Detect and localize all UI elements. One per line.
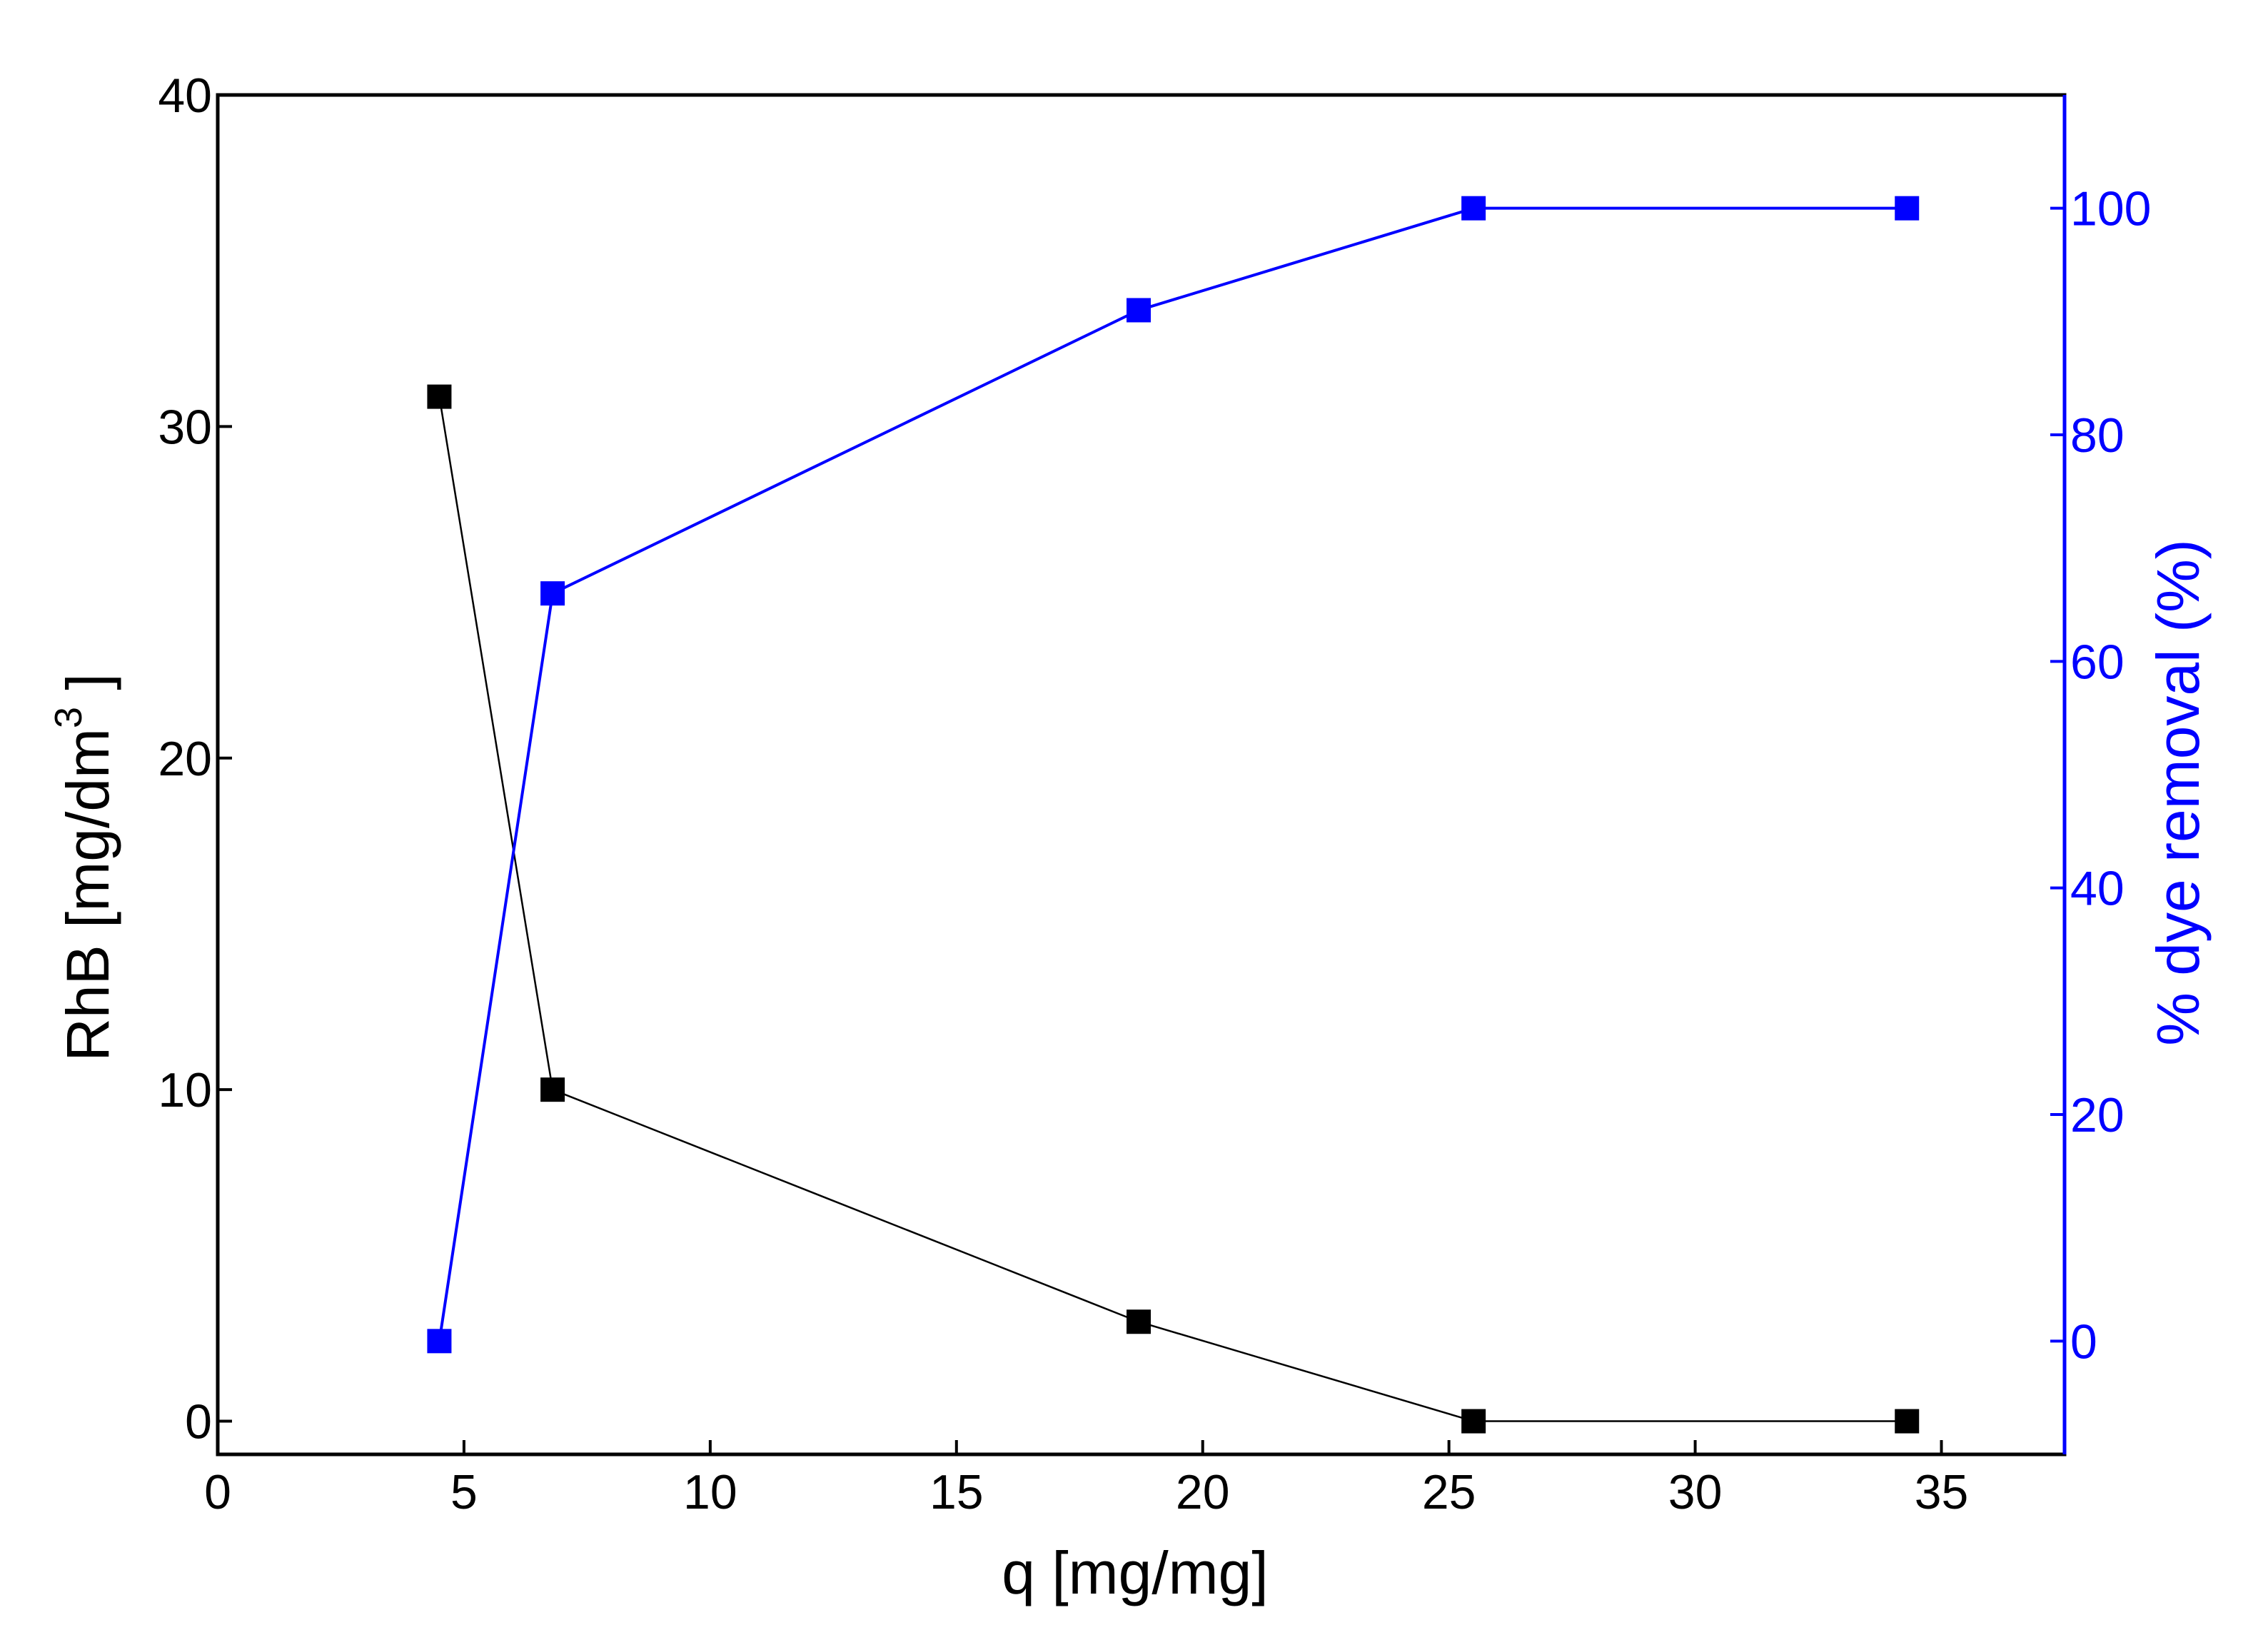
x-tick-label: 10	[683, 1465, 737, 1519]
series-line-left	[438, 396, 1907, 1422]
x-tick-label: 5	[450, 1465, 478, 1519]
x-tick-label: 15	[929, 1465, 984, 1519]
y2-tick-label: 40	[2070, 862, 2125, 916]
y2-tick-label: 20	[2070, 1088, 2125, 1142]
data-point-right	[1127, 298, 1151, 323]
series-line-right	[438, 206, 1907, 1342]
data-point-right	[1895, 196, 1920, 221]
data-point-left	[1127, 1309, 1151, 1334]
y-tick-label: 20	[158, 732, 212, 786]
y-axis-left-title: RhB [mg/dm3 ]	[47, 673, 121, 1062]
x-tick-label: 30	[1668, 1465, 1723, 1519]
y2-tick-label: 0	[2070, 1314, 2097, 1369]
x-tick-label: 35	[1915, 1465, 1969, 1519]
data-point-left	[1895, 1409, 1920, 1434]
y-tick-label: 40	[158, 69, 212, 123]
y-axis-left-title-suffix: ]	[54, 673, 121, 707]
y2-tick-label: 100	[2070, 182, 2151, 236]
data-point-right	[1461, 196, 1486, 221]
x-tick-label: 0	[204, 1465, 231, 1519]
x-tick-label: 20	[1176, 1465, 1230, 1519]
y-axis-right-title: % dye removal (%)	[2144, 539, 2212, 1046]
y-axis-left: 0 10 20 30 40	[158, 69, 232, 1449]
data-point-left	[427, 384, 452, 409]
y-tick-label: 10	[158, 1063, 212, 1117]
y-axis-right: 0 20 40 60 80 100	[2050, 182, 2151, 1369]
y2-tick-label: 80	[2070, 408, 2125, 463]
y-tick-label: 30	[158, 400, 212, 454]
data-point-right	[427, 1329, 452, 1354]
series-layer	[427, 196, 1920, 1434]
y-tick-label: 0	[185, 1395, 212, 1449]
y-axis-left-title-sup: 3	[47, 707, 90, 728]
y-axis-left-title-main: RhB [mg/dm	[54, 728, 121, 1062]
x-axis: 0 5 10 15 20 25 30 35	[204, 1440, 1968, 1519]
data-point-left	[1461, 1409, 1486, 1434]
x-axis-title: q [mg/mg]	[1002, 1539, 1268, 1606]
data-point-left	[540, 1077, 565, 1102]
y2-tick-label: 60	[2070, 635, 2125, 689]
x-tick-label: 25	[1422, 1465, 1476, 1519]
data-point-right	[540, 581, 565, 606]
